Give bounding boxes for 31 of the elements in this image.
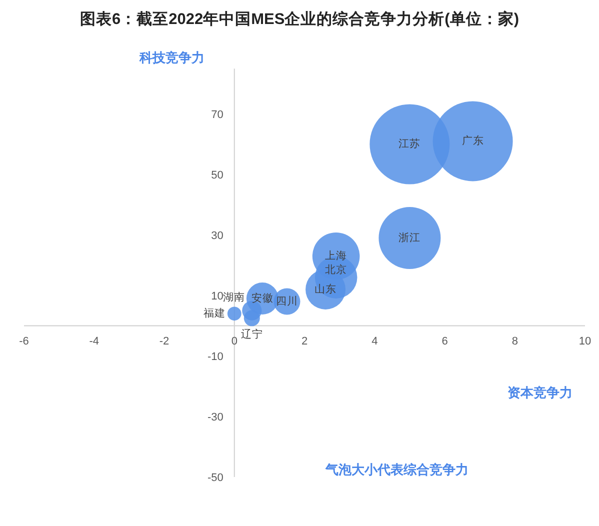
x-tick: 10 — [578, 336, 592, 348]
series-label: 上海 — [325, 250, 348, 262]
y-tick: -50 — [207, 472, 224, 484]
series-label: 安徽 — [251, 292, 274, 305]
x-tick: 2 — [301, 336, 308, 348]
x-tick: -6 — [19, 336, 29, 348]
series-label: 辽宁 — [240, 328, 263, 341]
y-tick: -30 — [207, 412, 224, 424]
ylabel: 科技竞争力 — [140, 50, 204, 65]
x-tick: 8 — [512, 336, 518, 348]
title: 图表6：截至2022年中国MES企业的综合竞争力分析(单位：家) — [80, 11, 519, 28]
x-tick: 6 — [442, 336, 448, 348]
series-label: 浙江 — [398, 232, 421, 244]
x-tick: -4 — [89, 336, 100, 348]
x-tick: 4 — [372, 336, 378, 348]
y-tick: 70 — [211, 108, 224, 121]
y-tick: 10 — [211, 290, 224, 302]
x-tick: 0 — [231, 336, 238, 348]
y-tick: 30 — [211, 230, 224, 242]
xlabel: 资本竞争力 — [508, 385, 572, 400]
y-tick: 50 — [211, 169, 224, 182]
x-tick: -2 — [159, 336, 170, 348]
series-label: 山东 — [314, 283, 337, 296]
series-label: 福建 — [203, 308, 226, 320]
series-label: 四川 — [276, 296, 298, 308]
series-label: 江苏 — [398, 138, 421, 150]
series-label: 广东 — [462, 135, 484, 148]
series-label: 北京 — [325, 264, 348, 276]
annotation: 气泡大小代表综合竞争力 — [326, 462, 468, 477]
y-tick: -10 — [207, 351, 224, 363]
series-label: 湖南 — [223, 291, 246, 304]
